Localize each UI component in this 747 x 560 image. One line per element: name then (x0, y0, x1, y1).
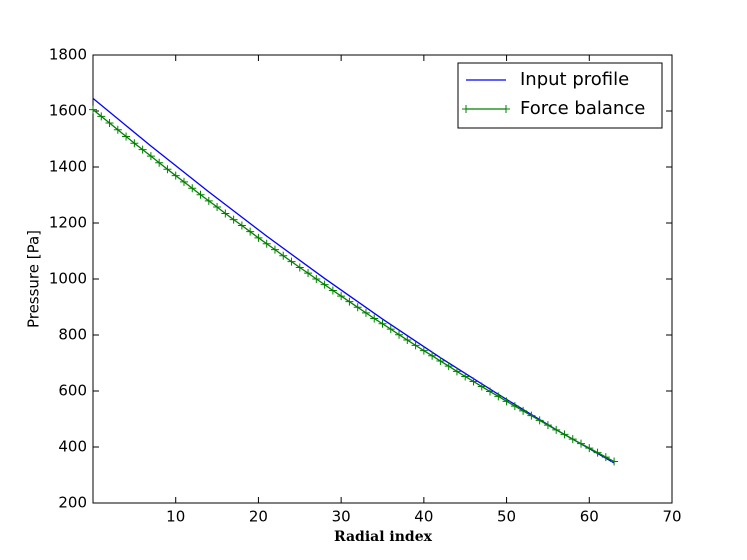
point-marker (519, 406, 528, 415)
point-marker (246, 227, 255, 236)
x-tick-label: 40 (414, 508, 433, 526)
point-marker (237, 221, 246, 230)
point-marker (452, 367, 461, 376)
y-tick-label: 400 (58, 438, 87, 456)
legend-label: Input profile (520, 69, 629, 90)
point-marker (155, 158, 164, 167)
legend-marker (462, 105, 470, 113)
point-marker (353, 303, 362, 312)
point-marker (461, 372, 470, 381)
point-marker (312, 275, 321, 283)
point-marker (552, 425, 561, 434)
point-marker (163, 165, 172, 174)
legend-label: Force balance (520, 98, 645, 119)
point-marker (585, 444, 594, 453)
point-marker (105, 119, 114, 128)
point-marker (370, 314, 379, 323)
point-marker (535, 416, 544, 425)
point-marker (444, 362, 453, 371)
point-marker (601, 453, 610, 462)
point-marker (196, 190, 205, 199)
point-marker (146, 152, 155, 161)
y-tick-label: 800 (58, 326, 87, 344)
point-marker (469, 377, 478, 386)
point-marker (510, 402, 519, 411)
x-tick-label: 30 (332, 508, 351, 526)
y-tick-label: 1400 (49, 158, 87, 176)
series-line (92, 109, 615, 463)
series-line (92, 97, 615, 464)
point-marker (560, 430, 569, 439)
point-marker (130, 139, 139, 148)
point-marker (204, 196, 213, 205)
point-marker (428, 351, 437, 360)
x-tick-label: 70 (662, 508, 681, 526)
point-marker (188, 184, 197, 193)
point-marker (361, 308, 370, 317)
point-marker (610, 457, 619, 466)
point-marker (403, 336, 412, 345)
y-tick-label: 1200 (49, 214, 87, 232)
y-tick-label: 1000 (49, 270, 87, 288)
y-tick-label: 200 (58, 494, 87, 512)
point-marker (378, 319, 387, 328)
point-marker (345, 297, 354, 306)
point-marker (279, 251, 288, 260)
point-marker (171, 171, 180, 180)
x-tick-label: 50 (497, 508, 516, 526)
legend-marker (502, 105, 510, 113)
y-tick-label: 600 (58, 382, 87, 400)
point-marker (419, 346, 428, 355)
y-tick-label: 1600 (49, 102, 87, 120)
x-tick-label: 60 (580, 508, 599, 526)
point-marker (221, 209, 230, 218)
point-marker (577, 439, 586, 448)
point-marker (502, 397, 511, 406)
point-marker (213, 203, 222, 212)
point-marker (89, 105, 97, 114)
point-marker (436, 357, 445, 366)
x-tick-label: 10 (166, 508, 185, 526)
point-marker (386, 325, 395, 334)
point-marker (97, 112, 106, 121)
point-marker (295, 263, 304, 272)
point-marker (543, 421, 552, 430)
point-marker (477, 382, 486, 391)
point-marker (411, 341, 420, 350)
point-marker (593, 448, 602, 457)
point-marker (287, 257, 296, 266)
point-marker (270, 245, 279, 254)
x-axis-label: Radial index (334, 529, 433, 545)
y-axis-label: Pressure [Pa] (25, 230, 43, 328)
point-marker (113, 125, 122, 134)
point-marker (527, 411, 536, 420)
point-marker (568, 435, 577, 444)
point-marker (395, 330, 404, 339)
y-tick-label: 1800 (49, 46, 87, 64)
point-marker (262, 239, 271, 248)
point-marker (254, 233, 263, 242)
point-marker (328, 286, 337, 295)
point-marker (179, 177, 188, 186)
point-marker (486, 387, 495, 396)
x-tick-label: 20 (249, 508, 268, 526)
point-marker (229, 215, 238, 224)
legend-box (457, 62, 663, 129)
point-marker (337, 292, 346, 301)
point-marker (320, 280, 329, 289)
point-marker (494, 392, 503, 401)
plot-frame (92, 54, 673, 504)
point-marker (138, 145, 147, 154)
point-marker (122, 132, 131, 141)
point-marker (304, 269, 313, 278)
